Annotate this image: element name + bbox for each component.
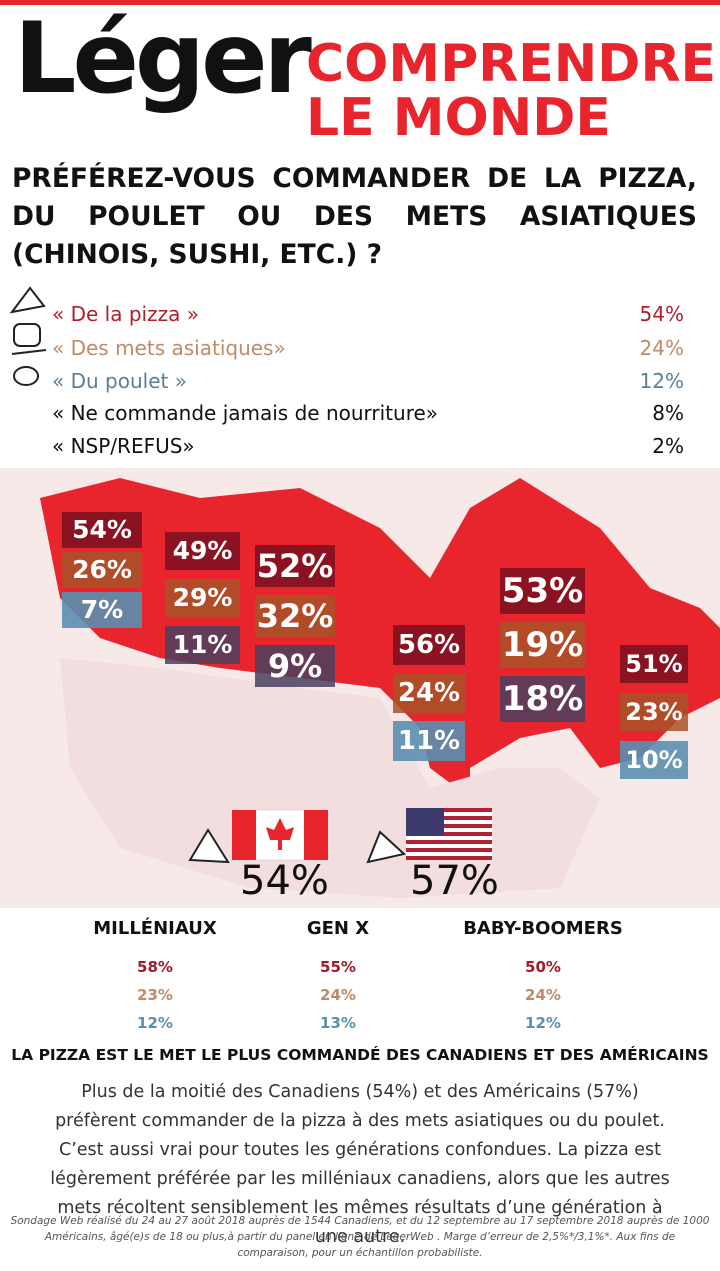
maple-leaf	[266, 818, 294, 850]
region-value: 52%	[255, 545, 335, 587]
generation-name: BABY-BOOMERS	[463, 918, 623, 939]
region-value: 19%	[500, 622, 585, 668]
generation-value: 24%	[525, 986, 561, 1004]
generation-value: 23%	[137, 986, 173, 1004]
answer-label: « Des mets asiatiques»	[52, 336, 286, 360]
sushi-icon	[13, 323, 41, 347]
answer-value: 24%	[639, 336, 684, 360]
region-value: 11%	[165, 626, 240, 664]
answer-label: « Ne commande jamais de nourriture»	[52, 401, 439, 425]
generation-value: 12%	[137, 1014, 173, 1032]
region-value: 10%	[620, 741, 688, 779]
region-value: 29%	[165, 579, 240, 617]
answer-label: « Du poulet »	[52, 369, 187, 393]
pizza-icon	[188, 828, 230, 864]
region-value: 18%	[500, 676, 585, 722]
region-value: 53%	[500, 568, 585, 614]
tagline: COMPRENDRE	[306, 34, 717, 94]
logo: Léger	[14, 2, 312, 116]
answer-value: 54%	[639, 302, 684, 326]
top-bar	[0, 0, 720, 5]
generation-value: 58%	[137, 958, 173, 976]
canada-flag	[304, 810, 328, 860]
generation-name: MILLÉNIAUX	[93, 918, 217, 939]
usa-flag	[406, 808, 492, 860]
icons	[9, 286, 47, 386]
generation-value: 55%	[320, 958, 356, 976]
pizza-icon	[366, 830, 407, 864]
footnote: Sondage Web réalisé du 24 au 27 août 201…	[10, 1215, 710, 1259]
generation-value: 50%	[525, 958, 561, 976]
flags	[188, 808, 492, 864]
question: PRÉFÉREZ-VOUS COMMANDER DE LA PIZZA, DU …	[12, 163, 697, 270]
generation-value: 24%	[320, 986, 356, 1004]
country-value: 57%	[410, 858, 499, 904]
region-value: 51%	[620, 645, 688, 683]
region-value: 9%	[255, 645, 335, 687]
conclusion-title: LA PIZZA EST LE MET LE PLUS COMMANDÉ DES…	[11, 1046, 709, 1064]
region-value: 26%	[62, 552, 142, 588]
country-value: 54%	[240, 858, 329, 904]
region-value: 11%	[393, 721, 465, 761]
generation-value: 12%	[525, 1014, 561, 1032]
answer-value: 2%	[652, 434, 684, 458]
generation-name: GEN X	[306, 918, 370, 939]
pizza-icon	[9, 286, 46, 314]
region-value: 32%	[255, 595, 335, 637]
region-value: 54%	[62, 512, 142, 548]
answer-label: « NSP/REFUS»	[52, 434, 195, 458]
answer-value: 12%	[639, 369, 684, 393]
answer-value: 8%	[652, 401, 684, 425]
region-value: 23%	[620, 693, 688, 731]
tagline: LE MONDE	[306, 88, 611, 148]
answer-label: « De la pizza »	[52, 302, 199, 326]
chicken-icon	[13, 366, 39, 386]
region-value: 24%	[393, 673, 465, 713]
chopsticks-icon	[11, 349, 47, 355]
canada-flag	[232, 810, 256, 860]
conclusion-text: Plus de la moitié des Canadiens (54%) et…	[50, 1082, 670, 1247]
region-value: 56%	[393, 625, 465, 665]
region-value: 49%	[165, 532, 240, 570]
generation-value: 13%	[320, 1014, 356, 1032]
region-value: 7%	[62, 592, 142, 628]
